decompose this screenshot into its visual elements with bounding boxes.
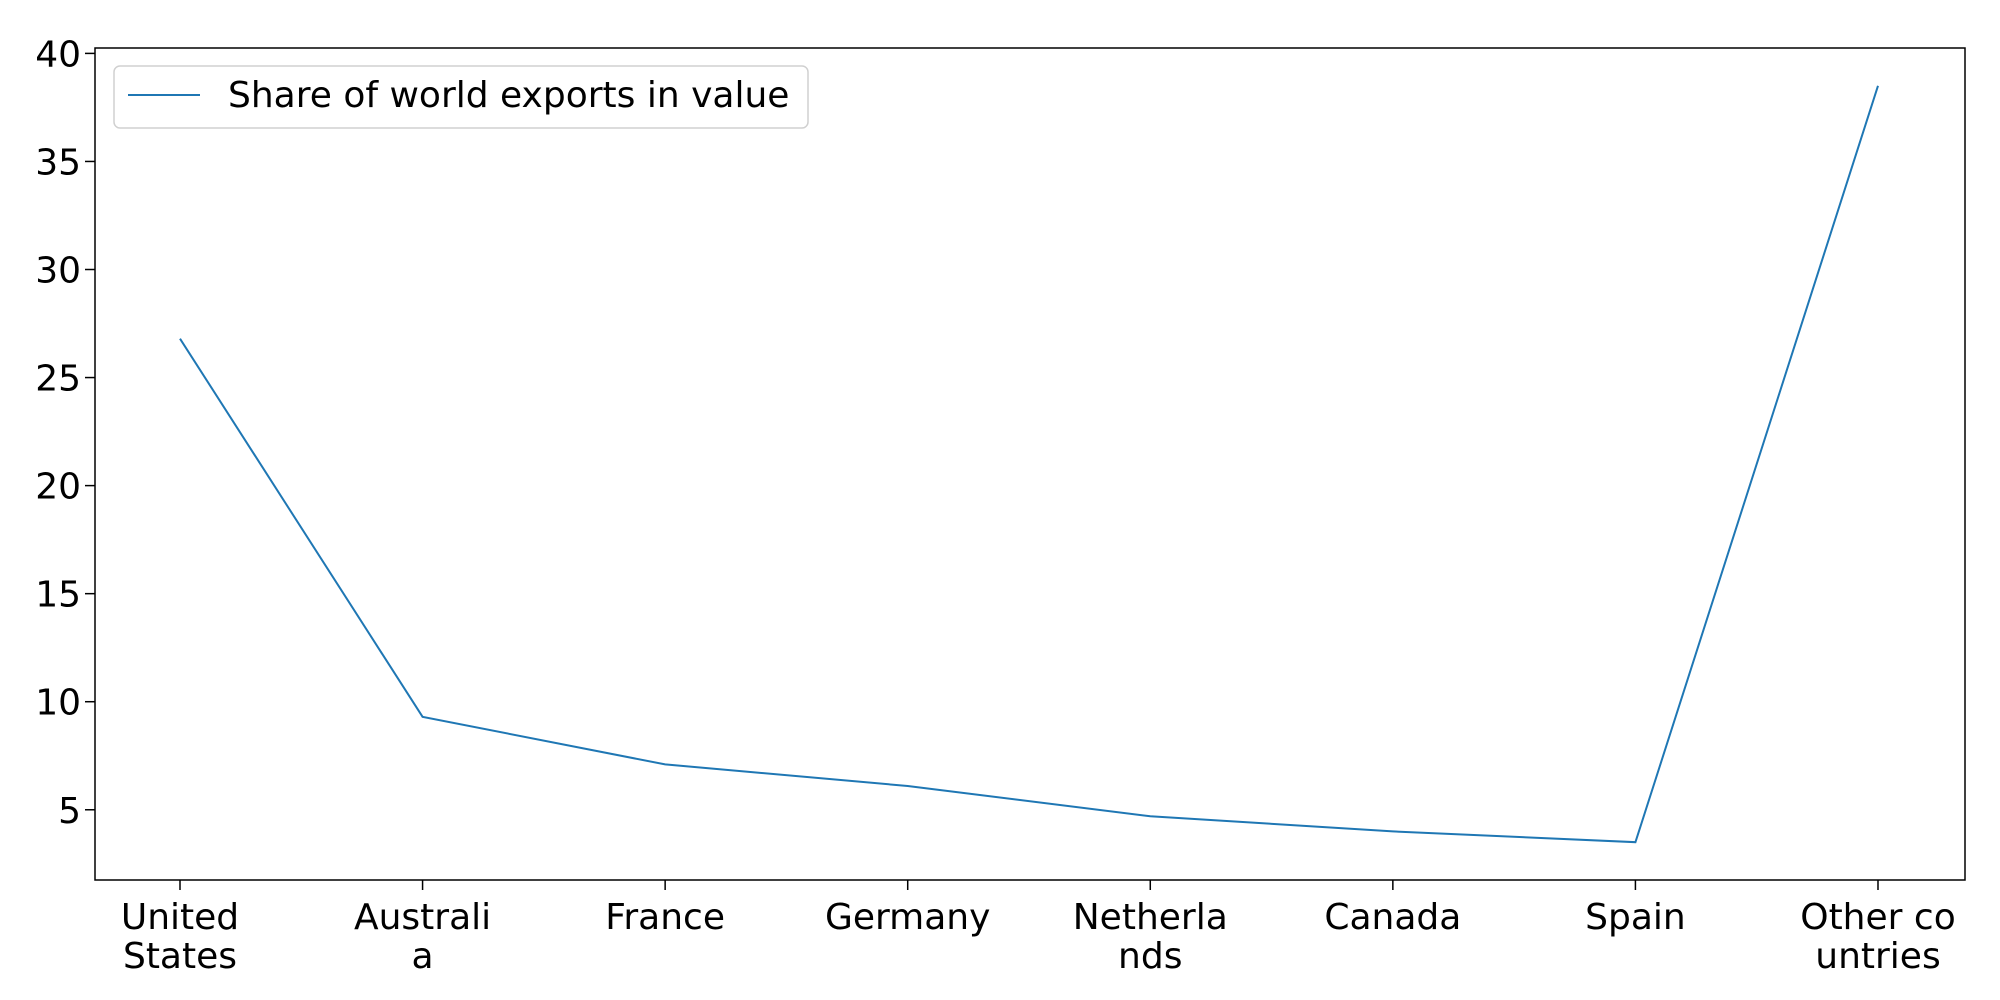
- y-tick-label: 25: [35, 359, 81, 400]
- y-tick-label: 10: [35, 683, 81, 724]
- x-tick-label: Netherla nds: [1073, 897, 1228, 977]
- y-tick-label: 30: [35, 251, 81, 292]
- x-tick-label-line: Netherla: [1073, 897, 1228, 938]
- x-tick-label-line: Australi: [354, 897, 491, 938]
- x-tick-label: United States: [121, 897, 239, 977]
- x-tick-label-line: United: [121, 897, 239, 938]
- legend-label: Share of world exports in value: [228, 75, 789, 116]
- x-axis: United States Australi a France Germany Nether…: [121, 880, 1956, 977]
- x-tick-label-line: nds: [1118, 936, 1182, 977]
- y-axis: 5 10 15 20 25 30 35 40: [35, 34, 95, 832]
- x-tick-label-line: Spain: [1585, 897, 1686, 938]
- x-tick-label: France: [605, 897, 725, 938]
- x-tick-label-line: Canada: [1324, 897, 1461, 938]
- x-tick-label: Other co untries: [1800, 897, 1955, 977]
- x-tick-label-line: a: [412, 936, 434, 977]
- x-tick-label: Spain: [1585, 897, 1686, 938]
- series-layer: [179, 85, 1879, 844]
- series-line: [179, 85, 1879, 844]
- x-tick-label-line: Germany: [825, 897, 990, 938]
- x-tick-label-line: Other co: [1800, 897, 1955, 938]
- x-tick-label: Australi a: [354, 897, 491, 977]
- y-tick-label: 15: [35, 575, 81, 616]
- x-tick-label-line: France: [605, 897, 725, 938]
- y-tick-label: 35: [35, 142, 81, 183]
- y-tick-label: 20: [35, 467, 81, 508]
- legend: Share of world exports in value: [113, 65, 809, 129]
- y-tick-label: 5: [58, 791, 81, 832]
- x-tick-label-line: States: [123, 936, 237, 977]
- plot-frame: [94, 47, 1966, 881]
- legend-box: [113, 65, 809, 129]
- x-tick-label: Canada: [1324, 897, 1461, 938]
- x-tick-label-line: untries: [1815, 936, 1940, 977]
- x-tick-label: Germany: [825, 897, 990, 938]
- y-tick-label: 40: [35, 34, 81, 75]
